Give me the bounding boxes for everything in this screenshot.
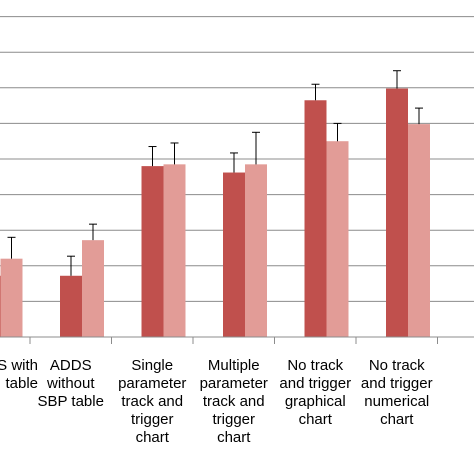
category-label-line: trigger — [131, 411, 174, 428]
category-label-line: trigger — [212, 411, 255, 428]
category-label-line: numerical — [364, 393, 429, 410]
bars-layer — [0, 70, 430, 338]
category-label-line: table — [5, 375, 38, 392]
category-label-line: Single — [131, 357, 173, 374]
category-label-line: chart — [217, 429, 251, 446]
bar — [408, 124, 430, 337]
category-label-line: parameter — [118, 375, 186, 392]
bar — [304, 100, 327, 337]
bar — [245, 164, 267, 337]
bar — [163, 164, 186, 337]
category-label-line: parameter — [200, 375, 268, 392]
category-label-line: No track — [287, 357, 343, 374]
bar — [0, 258, 23, 337]
category-label-line: track and — [121, 393, 183, 410]
gridlines — [0, 16, 474, 302]
category-label-line: Multiple — [208, 357, 260, 374]
category-label-line: graphical — [285, 393, 346, 410]
bar — [82, 240, 104, 337]
bar — [60, 275, 82, 337]
category-label-line: SBP table — [38, 393, 104, 410]
category-label: Single parameter track and trigger chart — [118, 357, 186, 446]
category-label: Multiple parameter track and trigger chart — [200, 357, 268, 446]
category-label-line: and trigger — [361, 375, 433, 392]
category-label: S with table — [0, 357, 38, 392]
category-label-line: track and — [203, 393, 265, 410]
category-label-line: ADDS — [50, 357, 92, 374]
bar — [386, 88, 408, 338]
category-label-line: S with — [0, 357, 38, 374]
bar — [326, 141, 349, 337]
category-label: No track and trigger numerical chart — [361, 357, 433, 428]
bar — [0, 275, 1, 337]
category-label-line: and trigger — [279, 375, 351, 392]
category-label-line: No track — [369, 357, 425, 374]
bar — [141, 166, 164, 337]
category-label-line: chart — [136, 429, 170, 446]
category-label: No track and trigger graphical chart — [279, 357, 351, 428]
category-label-line: chart — [380, 411, 414, 428]
category-label-line: chart — [299, 411, 333, 428]
category-label-line: without — [46, 375, 95, 392]
bar — [223, 172, 245, 337]
x-axis — [0, 336, 474, 344]
category-label: ADDS without SBP table — [38, 357, 104, 410]
